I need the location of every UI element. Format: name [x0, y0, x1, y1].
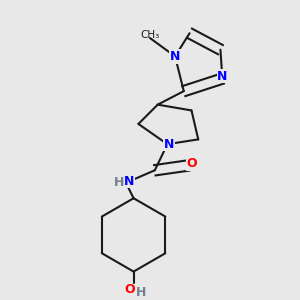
Text: O: O: [125, 283, 135, 296]
Text: N: N: [217, 70, 228, 83]
Text: N: N: [164, 138, 174, 151]
Text: O: O: [186, 158, 197, 170]
Text: H: H: [113, 176, 124, 189]
Text: N: N: [124, 175, 134, 188]
Text: CH₃: CH₃: [140, 30, 160, 40]
Text: N: N: [170, 50, 180, 63]
Text: H: H: [136, 286, 146, 299]
